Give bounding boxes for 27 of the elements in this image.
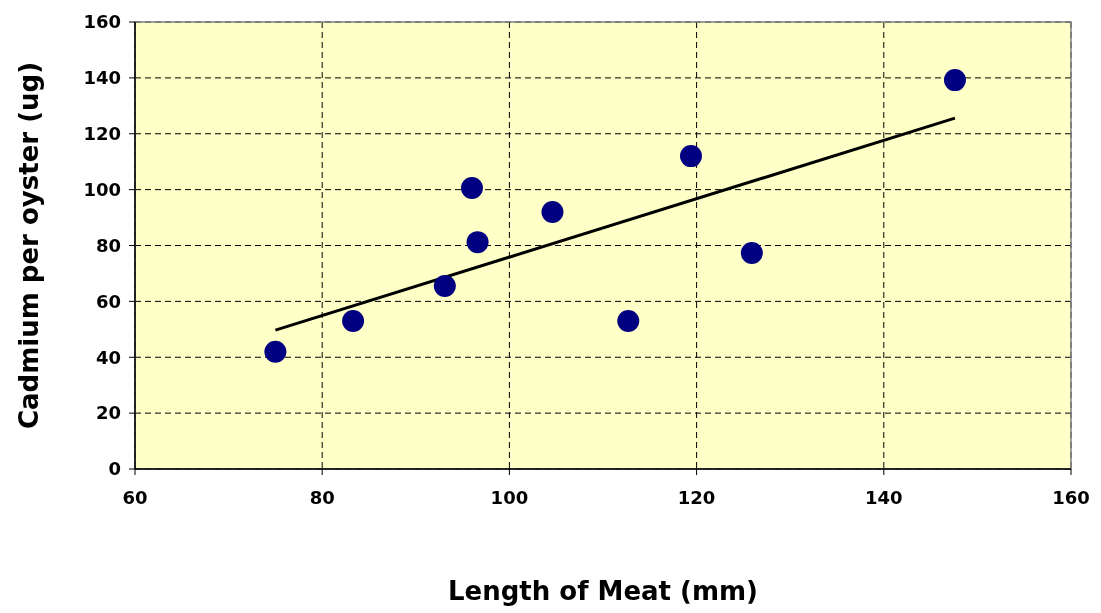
y-axis-title: Cadmium per oyster (ug): [14, 61, 44, 430]
point: [466, 231, 489, 254]
point: [943, 69, 966, 92]
y-tick-label: 120: [83, 123, 121, 145]
x-tick-label: 80: [309, 487, 335, 508]
point: [541, 200, 564, 223]
y-tick-label: 0: [108, 458, 121, 480]
point: [264, 340, 287, 363]
x-tick-label: 140: [865, 487, 903, 508]
point: [342, 309, 365, 332]
x-axis-title: Length of Meat (mm): [447, 576, 759, 606]
y-tick-label: 100: [83, 178, 121, 200]
y-tick-label: 20: [95, 402, 121, 424]
y-tick-label: 80: [95, 234, 121, 256]
point: [433, 275, 456, 298]
x-tick-label: 120: [677, 487, 716, 508]
point: [679, 145, 702, 168]
x-tick-label: 160: [1052, 487, 1090, 508]
y-tick-label: 160: [83, 11, 121, 33]
y-tick-label: 60: [95, 290, 121, 312]
y-tick-label: 140: [83, 67, 121, 89]
point: [617, 309, 640, 332]
x-tick-label: 60: [122, 487, 148, 508]
point: [740, 242, 763, 265]
y-tick-label: 40: [95, 346, 121, 368]
point: [460, 176, 483, 199]
x-tick-label: 100: [490, 487, 529, 508]
